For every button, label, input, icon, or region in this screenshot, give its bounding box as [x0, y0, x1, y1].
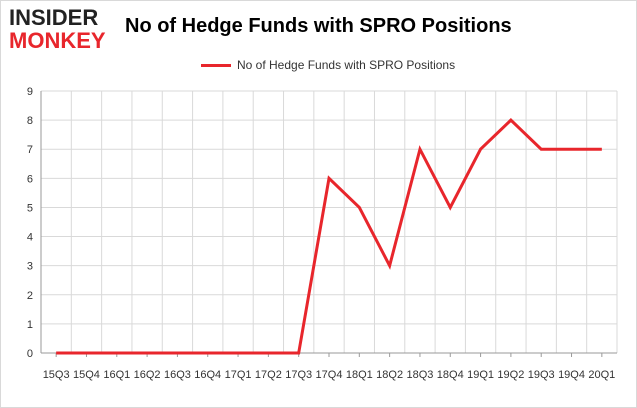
y-tick-label: 5 [27, 202, 33, 214]
series-line [56, 118, 602, 355]
x-tick-label: 18Q4 [437, 369, 464, 381]
y-tick-label: 8 [27, 115, 33, 127]
legend-swatch [201, 63, 231, 67]
y-tick-label: 7 [27, 144, 33, 156]
x-tick-label: 19Q4 [558, 369, 585, 381]
x-tick-label: 20Q1 [588, 369, 615, 381]
x-tick-label: 16Q2 [134, 369, 161, 381]
x-tick-label: 15Q4 [73, 369, 100, 381]
x-tick-label: 19Q1 [467, 369, 494, 381]
logo-line-1: INSIDER [9, 5, 99, 30]
y-tick-label: 0 [27, 348, 33, 360]
x-tick-label: 17Q1 [225, 369, 252, 381]
x-tick-label: 19Q2 [497, 369, 524, 381]
x-tick-label: 19Q3 [528, 369, 555, 381]
x-tick-label: 17Q4 [316, 369, 343, 381]
x-tick-label: 17Q2 [255, 369, 282, 381]
x-tick-label: 18Q3 [406, 369, 433, 381]
x-tick-label: 15Q3 [43, 369, 70, 381]
chart-legend: No of Hedge Funds with SPRO Positions [201, 57, 455, 73]
x-tick-label: 18Q1 [346, 369, 373, 381]
x-tick-label: 16Q1 [103, 369, 130, 381]
y-tick-label: 9 [27, 86, 33, 98]
x-tick-label: 17Q3 [285, 369, 312, 381]
y-tick-label: 1 [27, 319, 33, 331]
logo-line-2: MONKEY [9, 28, 106, 53]
x-tick-label: 16Q3 [164, 369, 191, 381]
legend-label: No of Hedge Funds with SPRO Positions [237, 58, 456, 72]
insider-monkey-logo: INSIDER MONKEY [9, 5, 117, 53]
y-tick-label: 3 [27, 261, 33, 273]
y-tick-label: 2 [27, 290, 33, 302]
x-tick-label: 16Q4 [194, 369, 221, 381]
y-tick-label: 6 [27, 173, 33, 185]
x-tick-label: 18Q2 [376, 369, 403, 381]
y-tick-label: 4 [27, 232, 33, 244]
chart-title: No of Hedge Funds with SPRO Positions [125, 15, 512, 37]
